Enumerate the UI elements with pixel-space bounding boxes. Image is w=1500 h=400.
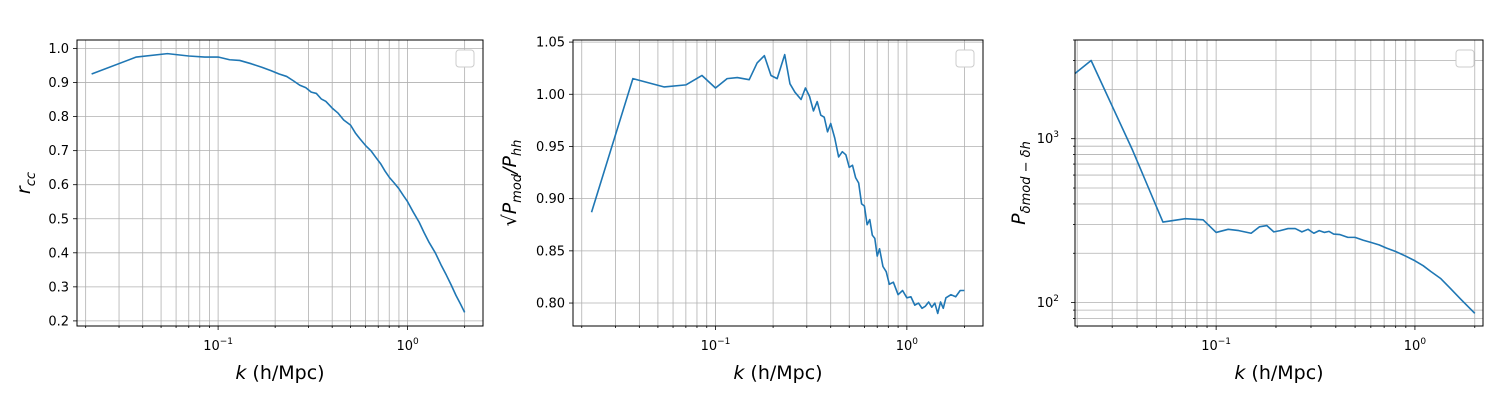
- panel-rcc: 10−1 100 0.2 0.3 0.4 0.5 0.6 0.7 0.8 0.9 1.0 k (h/M…: [13, 39, 484, 384]
- x-grid: [85, 40, 466, 326]
- panel-pmod-ratio: 10−1 100 0.80 0.85 0.90 0.95 1.00 1.05 k (h/Mpc)…: [499, 36, 984, 384]
- x-tick-label: 10−1: [203, 337, 233, 354]
- y-tick-label: 0.80: [536, 297, 565, 312]
- legend-box: [1455, 49, 1475, 68]
- y-tick-label: 1.05: [536, 36, 565, 51]
- y-tick-label: 0.6: [48, 178, 69, 193]
- x-axis-label: k (h/Mpc): [1234, 362, 1323, 384]
- legend-box: [455, 49, 475, 68]
- y-tick-label: 0.2: [48, 314, 69, 329]
- series-line: [91, 52, 466, 313]
- x-tick-label: 100: [396, 337, 419, 354]
- series-line: [590, 53, 965, 315]
- y-tick-label: 1.00: [536, 88, 565, 103]
- y-tick-label: 102: [1037, 294, 1059, 311]
- y-tick-label: 0.85: [536, 244, 565, 259]
- plot-frame: [76, 39, 484, 327]
- x-tick-label: 100: [896, 337, 919, 354]
- y-tick-label: 0.5: [48, 212, 69, 227]
- y-tick-label: 0.90: [536, 192, 565, 207]
- y-tick-label: 0.7: [48, 144, 69, 159]
- y-grid: [77, 48, 483, 322]
- legend-box: [955, 49, 975, 68]
- x-tick-label: 100: [1404, 337, 1427, 354]
- x-axis-label: k (h/Mpc): [733, 362, 822, 384]
- panel-power-residual: 10−1 100 102 103 k (h/Mpc) Pδmod − δh: [1008, 39, 1484, 384]
- y-axis-label: rcc: [13, 172, 39, 194]
- x-grid: [581, 40, 965, 326]
- y-tick-label: 0.9: [48, 76, 69, 91]
- y-tick-label: 103: [1037, 130, 1059, 147]
- y-tick-label: 0.8: [48, 110, 69, 125]
- plot-frame: [1074, 39, 1484, 327]
- y-axis-label: √Pmod/Phh: [499, 140, 525, 227]
- y-axis-label: Pδmod − δh: [1008, 141, 1034, 225]
- y-tick-label: 1.0: [48, 42, 69, 57]
- x-tick-label: 10−1: [1201, 337, 1231, 354]
- y-grid: [573, 41, 983, 304]
- y-grid: [1075, 39, 1483, 319]
- y-tick-label: 0.95: [536, 140, 565, 155]
- plot-frame: [572, 39, 984, 327]
- y-tick-label: 0.4: [48, 246, 69, 261]
- y-tick-label: 0.3: [48, 280, 69, 295]
- x-grid: [1076, 40, 1476, 326]
- x-tick-label: 10−1: [701, 337, 731, 354]
- x-axis-label: k (h/Mpc): [235, 362, 324, 384]
- series-line: [1074, 59, 1476, 314]
